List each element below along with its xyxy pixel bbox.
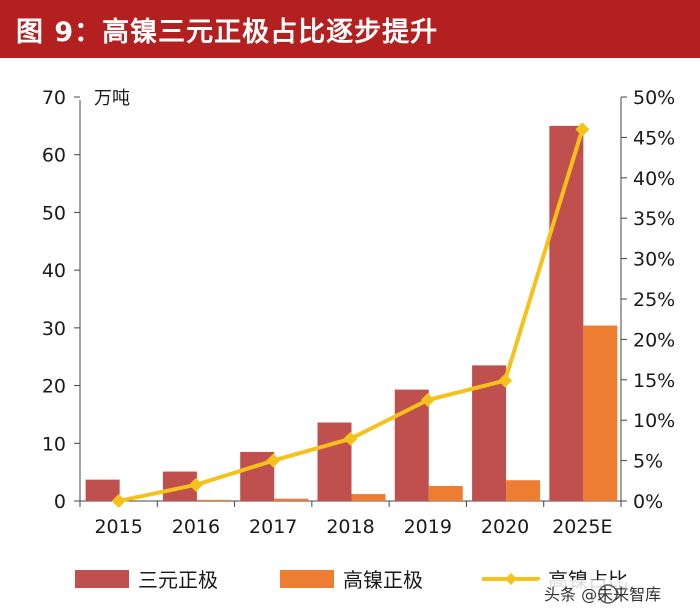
- legend-swatch-ternary: [75, 570, 129, 588]
- figure-title: 图 9：高镍三元正极占比逐步提升: [16, 16, 439, 48]
- right-tick-label: 45%: [633, 127, 675, 149]
- left-axis-unit-label: 万吨: [94, 88, 130, 109]
- x-axis-ticks: 2015 2016 2017 2018 2019 2020 2025E: [79, 501, 622, 538]
- bar-high-nickel-2025E: [583, 325, 618, 501]
- x-tick-label: 2020: [481, 516, 529, 538]
- bar-high-nickel-2018: [351, 494, 386, 501]
- right-tick-label: 35%: [633, 208, 675, 230]
- line-point-2019: [420, 393, 435, 407]
- legend-marker-share: [505, 573, 517, 585]
- left-axis-ticks: 0 10 20 30 40 50 60 70: [42, 87, 80, 513]
- bar-high-nickel-2017: [274, 498, 309, 501]
- line-point-2020: [498, 373, 513, 388]
- line-point-2017: [266, 453, 281, 468]
- right-tick-label: 20%: [633, 329, 675, 351]
- x-tick-label: 2015: [94, 516, 142, 538]
- right-tick-label: 10%: [633, 410, 675, 432]
- watermark-backdrop: [536, 580, 696, 608]
- left-tick-label: 10: [42, 433, 66, 455]
- line-point-2025E: [575, 122, 590, 137]
- x-tick-label: 2017: [249, 516, 297, 538]
- left-tick-label: 60: [42, 145, 66, 167]
- left-tick-label: 30: [42, 318, 66, 340]
- line-series-group: [111, 122, 590, 508]
- watermark: 头条 @未来智库: [536, 580, 696, 608]
- left-tick-label: 20: [42, 376, 66, 398]
- right-tick-label: 40%: [633, 168, 675, 190]
- bars-group: [85, 125, 618, 501]
- bar-high-nickel-2020: [506, 480, 541, 501]
- right-tick-label: 50%: [633, 87, 675, 109]
- right-tick-label: 30%: [633, 249, 675, 271]
- right-tick-label: 0%: [633, 491, 663, 513]
- line-point-2015: [111, 494, 126, 508]
- figure-header: 图 9：高镍三元正极占比逐步提升: [0, 0, 700, 58]
- right-axis-ticks: 0% 5% 10% 15% 20% 25% 30% 35% 40% 45% 50%: [621, 87, 675, 513]
- right-tick-label: 5%: [633, 451, 663, 473]
- left-tick-label: 70: [42, 87, 66, 109]
- bar-ternary-2018: [317, 422, 352, 501]
- legend-label-ternary: 三元正极: [138, 568, 218, 592]
- left-tick-label: 50: [42, 202, 66, 224]
- bar-ternary-2015: [85, 479, 120, 501]
- right-tick-label: 15%: [633, 370, 675, 392]
- x-tick-label: 2018: [326, 516, 374, 538]
- x-tick-label: 2025E: [552, 516, 612, 538]
- x-tick-label: 2019: [404, 516, 452, 538]
- left-tick-label: 0: [54, 491, 66, 513]
- legend-swatch-high-nickel: [280, 570, 334, 588]
- bar-high-nickel-2016: [196, 499, 231, 501]
- left-tick-label: 40: [42, 260, 66, 282]
- line-point-2016: [188, 477, 203, 492]
- right-tick-label: 25%: [633, 289, 675, 311]
- watermark-text: 头条 @未来智库: [544, 585, 661, 604]
- line-point-2018: [343, 431, 358, 446]
- x-tick-label: 2016: [172, 516, 220, 538]
- bar-high-nickel-2019: [428, 485, 463, 501]
- bar-ternary-2025E: [549, 125, 584, 501]
- legend-label-high-nickel: 高镍正极: [343, 568, 423, 592]
- watermark-logo-icon: [598, 584, 618, 604]
